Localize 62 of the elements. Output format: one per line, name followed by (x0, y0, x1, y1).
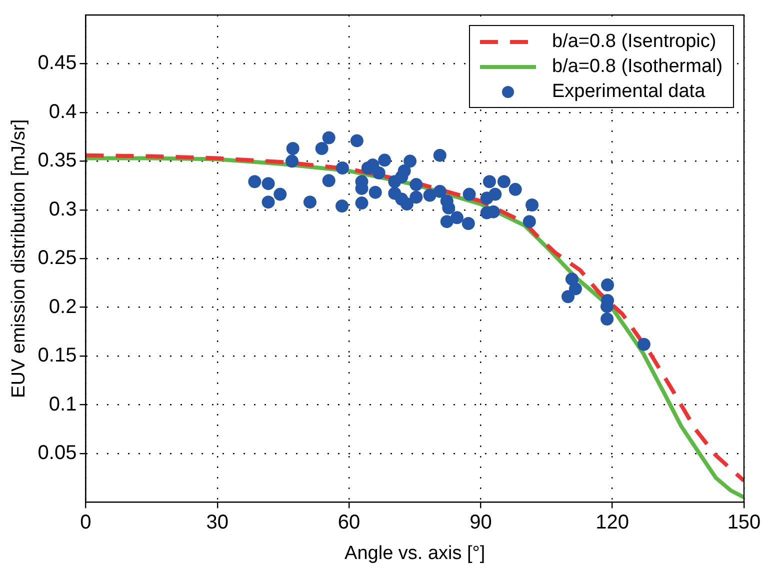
point (248, 175, 262, 188)
point (522, 215, 536, 228)
y-tick-label: 0.35 (38, 150, 77, 172)
legend-label: b/a=0.8 (Isentropic) (552, 30, 716, 54)
point (303, 196, 316, 209)
point (274, 188, 287, 201)
x-tick-label: 30 (206, 512, 229, 534)
point (600, 312, 614, 326)
point (433, 184, 446, 198)
x-tick-label: 90 (470, 512, 492, 534)
y-tick-label: 0.05 (38, 442, 77, 464)
point (526, 198, 539, 212)
point (336, 161, 349, 174)
point (368, 186, 382, 199)
point (322, 174, 336, 188)
point (322, 131, 336, 144)
y-tick-label: 0.45 (38, 52, 77, 74)
x-tick-label: 150 (727, 512, 761, 534)
x-axis-title: Angle vs. axis [°] (344, 542, 486, 564)
point (315, 142, 328, 155)
point (262, 196, 275, 209)
legend-label: Experimental data (552, 80, 706, 104)
x-tick-label: 60 (338, 512, 360, 534)
point (372, 166, 386, 180)
x-tick-label: 0 (80, 512, 92, 534)
point (286, 142, 300, 155)
point (336, 199, 349, 212)
point (440, 215, 454, 228)
y-tick-label: 0.4 (48, 100, 77, 123)
point (462, 188, 476, 201)
point (410, 178, 423, 192)
y-tick-label: 0.2 (48, 296, 77, 318)
point (410, 190, 423, 204)
point (497, 175, 510, 188)
point (350, 134, 364, 148)
point (562, 290, 575, 304)
point (398, 164, 411, 178)
point (601, 278, 614, 292)
point (488, 188, 502, 201)
point (565, 272, 578, 286)
point (355, 196, 368, 210)
point (423, 188, 436, 202)
point (404, 154, 417, 168)
legend-label: b/a=0.8 (Isothermal) (552, 55, 723, 79)
point (285, 154, 298, 168)
point (462, 217, 475, 230)
y-tick-label: 0.15 (38, 344, 77, 367)
point (508, 182, 522, 196)
point (637, 338, 650, 351)
y-tick-label: 0.25 (38, 247, 77, 270)
point (433, 148, 446, 162)
point (450, 211, 464, 224)
y-tick-label: 0.3 (48, 198, 77, 220)
y-tick-label: 0.1 (48, 393, 77, 416)
point (378, 154, 392, 167)
point (442, 201, 456, 214)
y-axis-title: EUV emission distribution [mJ/sr] (8, 119, 30, 398)
point (482, 175, 496, 188)
point (262, 177, 275, 190)
point (400, 198, 414, 211)
point (568, 282, 582, 296)
x-tick-label: 120 (596, 512, 630, 534)
